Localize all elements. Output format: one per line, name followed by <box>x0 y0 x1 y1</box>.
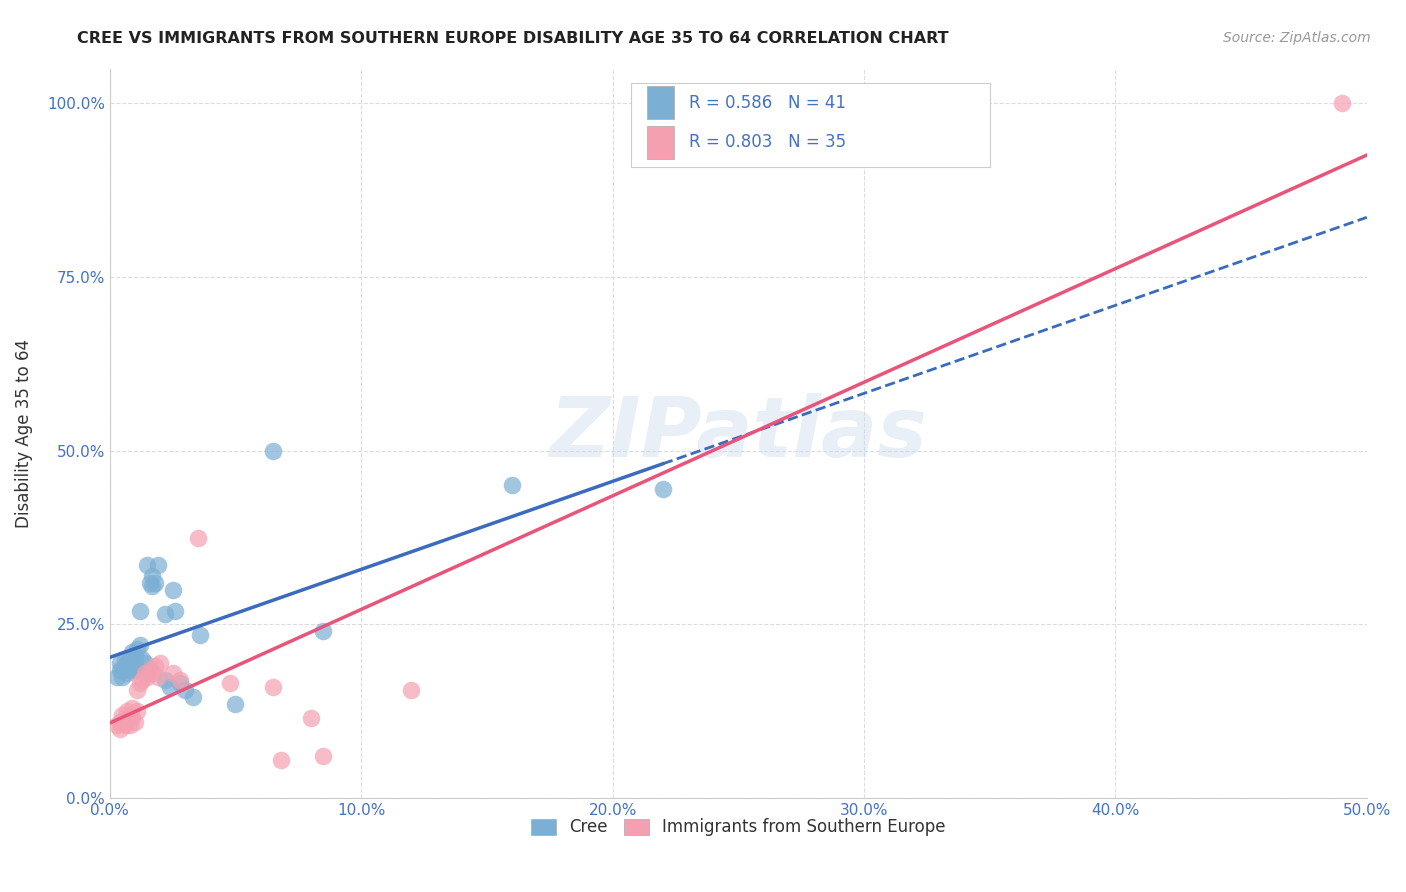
Point <box>108 656 131 670</box>
FancyBboxPatch shape <box>631 83 990 167</box>
Point <box>162 582 184 597</box>
Point <box>141 579 163 593</box>
Point <box>401 683 423 698</box>
Text: R = 0.586   N = 41: R = 0.586 N = 41 <box>689 94 846 112</box>
Point <box>181 690 204 705</box>
Point <box>111 707 134 722</box>
Point <box>124 648 146 663</box>
Point <box>127 683 149 698</box>
Point <box>114 659 136 673</box>
Point <box>114 718 136 732</box>
Point <box>224 698 246 712</box>
Bar <box>647 87 673 120</box>
Point <box>187 531 209 545</box>
Point <box>312 749 335 764</box>
Point <box>118 718 141 732</box>
Point <box>105 718 128 732</box>
Point <box>312 624 335 639</box>
Point <box>108 663 131 677</box>
Point <box>114 652 136 666</box>
Point <box>162 666 184 681</box>
Point <box>117 656 139 670</box>
Point <box>127 704 149 718</box>
Point <box>159 680 181 694</box>
Point <box>143 575 166 590</box>
Point <box>121 701 143 715</box>
Point <box>108 714 131 729</box>
Point <box>117 704 139 718</box>
Point <box>111 714 134 729</box>
Point <box>143 659 166 673</box>
Point <box>299 711 322 725</box>
Point <box>118 663 141 677</box>
Point <box>117 666 139 681</box>
Point <box>262 443 284 458</box>
Point <box>153 673 176 687</box>
Point <box>136 669 159 683</box>
Text: ZIPatlas: ZIPatlas <box>550 392 927 474</box>
Point <box>169 676 191 690</box>
Point <box>165 603 187 617</box>
Point <box>651 482 673 496</box>
Point <box>1330 96 1353 111</box>
Point <box>129 603 152 617</box>
Point <box>188 628 211 642</box>
Point <box>153 607 176 621</box>
Point <box>131 673 153 687</box>
Point <box>169 673 191 687</box>
Legend: Cree, Immigrants from Southern Europe: Cree, Immigrants from Southern Europe <box>522 810 955 845</box>
Text: Source: ZipAtlas.com: Source: ZipAtlas.com <box>1223 31 1371 45</box>
Point <box>139 575 162 590</box>
Point <box>114 711 136 725</box>
Point <box>127 641 149 656</box>
Point <box>121 659 143 673</box>
Point <box>121 645 143 659</box>
Point <box>174 683 197 698</box>
Point <box>141 568 163 582</box>
Point <box>501 478 523 492</box>
Text: CREE VS IMMIGRANTS FROM SOUTHERN EUROPE DISABILITY AGE 35 TO 64 CORRELATION CHAR: CREE VS IMMIGRANTS FROM SOUTHERN EUROPE … <box>77 31 949 46</box>
Point <box>219 676 242 690</box>
Point <box>270 753 292 767</box>
Point <box>127 663 149 677</box>
Point <box>111 663 134 677</box>
Point <box>141 666 163 681</box>
Point <box>129 676 152 690</box>
Point <box>139 663 162 677</box>
Point <box>108 722 131 736</box>
Point <box>121 711 143 725</box>
Point <box>111 669 134 683</box>
Text: R = 0.803   N = 35: R = 0.803 N = 35 <box>689 133 846 152</box>
Point <box>129 638 152 652</box>
Point <box>134 656 156 670</box>
Point <box>136 558 159 573</box>
Point <box>118 652 141 666</box>
Point <box>118 707 141 722</box>
Bar <box>647 126 673 159</box>
Point <box>124 714 146 729</box>
Point <box>117 714 139 729</box>
Point <box>105 669 128 683</box>
Point <box>262 680 284 694</box>
Point <box>146 558 169 573</box>
Point <box>134 666 156 681</box>
Y-axis label: Disability Age 35 to 64: Disability Age 35 to 64 <box>15 339 32 528</box>
Point <box>124 656 146 670</box>
Point <box>146 669 169 683</box>
Point <box>149 656 172 670</box>
Point <box>131 652 153 666</box>
